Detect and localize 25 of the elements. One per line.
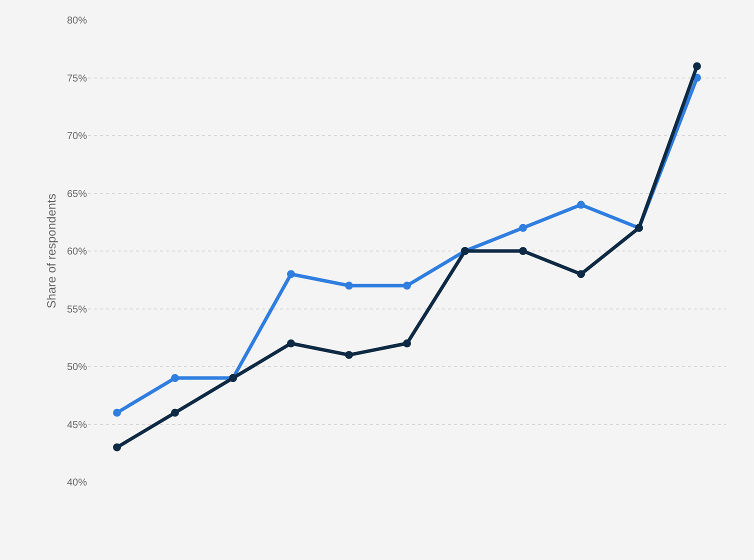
point bbox=[403, 282, 411, 290]
y-axis-title: Share of respondents bbox=[44, 194, 58, 308]
y-tick-label: 50% bbox=[66, 362, 88, 373]
point bbox=[345, 282, 353, 290]
point bbox=[519, 247, 527, 255]
point bbox=[577, 200, 585, 209]
point bbox=[171, 408, 179, 417]
point bbox=[113, 408, 121, 417]
point bbox=[577, 270, 585, 278]
point bbox=[345, 350, 353, 359]
y-tick-label: 60% bbox=[66, 246, 88, 258]
point bbox=[287, 270, 295, 278]
y-tick-label: 65% bbox=[66, 188, 88, 200]
point bbox=[519, 224, 527, 232]
y-tick-label: 70% bbox=[66, 131, 88, 142]
point bbox=[693, 62, 701, 70]
point bbox=[403, 339, 411, 348]
y-tick-label: 45% bbox=[66, 420, 88, 431]
point bbox=[171, 374, 179, 382]
y-tick-label: 55% bbox=[66, 304, 88, 316]
y-tick-label: 80% bbox=[66, 16, 88, 26]
y-tick-label: 40% bbox=[66, 478, 88, 488]
point bbox=[287, 339, 295, 348]
point bbox=[113, 443, 121, 452]
y-tick-label: 75% bbox=[66, 73, 88, 84]
